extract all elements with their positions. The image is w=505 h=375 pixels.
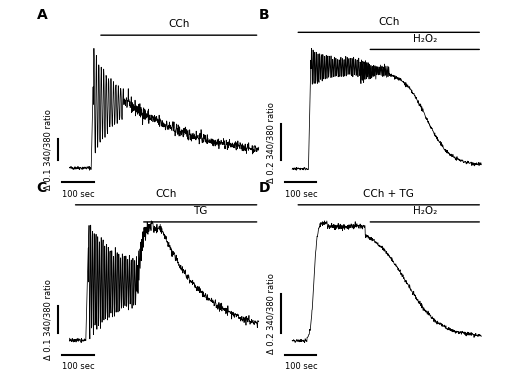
Text: Δ 0.2 340/380 ratio: Δ 0.2 340/380 ratio	[266, 273, 275, 354]
Text: B: B	[259, 8, 269, 22]
Text: H₂O₂: H₂O₂	[412, 206, 436, 216]
Text: Δ 0.1 340/380 ratio: Δ 0.1 340/380 ratio	[43, 279, 53, 360]
Text: CCh: CCh	[155, 189, 176, 199]
Text: Δ 0.1 340/380 ratio: Δ 0.1 340/380 ratio	[43, 110, 53, 190]
Text: CCh: CCh	[168, 20, 189, 30]
Text: C: C	[36, 181, 47, 195]
Text: CCh + TG: CCh + TG	[363, 189, 414, 199]
Text: 100 sec: 100 sec	[62, 190, 94, 199]
Text: D: D	[259, 181, 270, 195]
Text: CCh: CCh	[377, 16, 398, 27]
Text: A: A	[36, 8, 47, 22]
Text: H₂O₂: H₂O₂	[412, 34, 436, 44]
Text: TG: TG	[192, 206, 207, 216]
Text: 100 sec: 100 sec	[284, 190, 317, 199]
Text: 100 sec: 100 sec	[284, 362, 317, 371]
Text: 100 sec: 100 sec	[62, 362, 94, 371]
Text: Δ 0.2 340/380 ratio: Δ 0.2 340/380 ratio	[266, 102, 275, 183]
